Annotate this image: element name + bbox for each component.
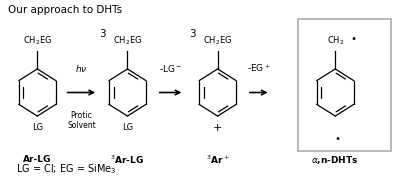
Text: LG = Cl; EG = SiMe$_3$: LG = Cl; EG = SiMe$_3$	[16, 162, 116, 176]
Text: $^3$Ar$^+$: $^3$Ar$^+$	[206, 153, 230, 166]
Text: -LG$^-$: -LG$^-$	[159, 63, 182, 74]
FancyBboxPatch shape	[298, 19, 391, 151]
Text: CH$_2$EG: CH$_2$EG	[23, 35, 52, 47]
Text: 3: 3	[99, 29, 105, 39]
Text: h$\nu$: h$\nu$	[75, 63, 88, 74]
Text: 3: 3	[189, 29, 196, 39]
Text: CH$_2$EG: CH$_2$EG	[113, 35, 142, 47]
Text: $\bullet$: $\bullet$	[334, 132, 340, 142]
Text: Ar-LG: Ar-LG	[23, 155, 52, 164]
Text: CH$_2$EG: CH$_2$EG	[203, 35, 232, 47]
Text: Protic
Solvent: Protic Solvent	[67, 111, 96, 130]
Text: Our approach to DHTs: Our approach to DHTs	[8, 6, 122, 16]
Text: $\alpha$,n-DHTs: $\alpha$,n-DHTs	[312, 154, 359, 166]
Text: CH$_2$: CH$_2$	[326, 35, 344, 47]
Text: $^3$Ar-LG: $^3$Ar-LG	[110, 153, 144, 166]
Text: +: +	[213, 123, 222, 133]
Text: LG: LG	[122, 123, 133, 132]
Text: -EG$^+$: -EG$^+$	[247, 63, 271, 74]
Text: LG: LG	[32, 123, 43, 132]
Text: $\bullet$: $\bullet$	[350, 32, 356, 42]
